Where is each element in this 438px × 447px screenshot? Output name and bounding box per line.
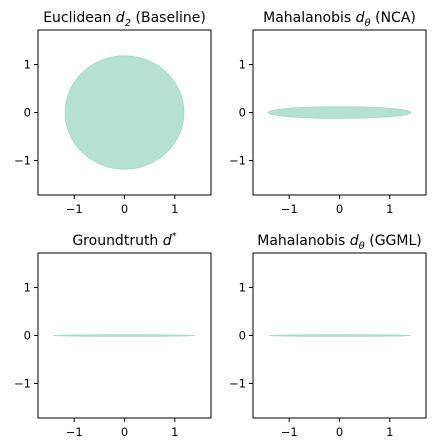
x-tick-label: 1 [386, 202, 393, 216]
y-tick-label: 1 [24, 58, 31, 72]
subplot-2: −1 0 1 −1 0 1 Mahalanobis dθ (NCA) [229, 10, 427, 216]
y-tick-label: 0 [239, 106, 246, 120]
subplot-1: −1 0 1 −1 0 1 Euclidean d2 (Baseline) [14, 10, 212, 216]
y-tick-label: 1 [239, 281, 246, 295]
x-tick-label: 1 [171, 202, 178, 216]
subplot-title: Mahalanobis dθ (NCA) [263, 10, 416, 29]
x-tick-label: 0 [121, 202, 128, 216]
subplot-4: −1 0 1 −1 0 1 Mahalanobis dθ (GGML) [229, 233, 427, 439]
x-tick-label: 1 [386, 425, 393, 439]
subplot-3: −1 0 1 −1 0 1 Groundtruth d* [14, 231, 212, 439]
x-tick-label: 0 [336, 202, 343, 216]
y-tick-label: −1 [229, 153, 246, 167]
y-tick-label: 0 [24, 106, 31, 120]
metric-ellipse [267, 334, 412, 337]
subplot-title: Euclidean d2 (Baseline) [43, 10, 206, 29]
x-tick-label: 0 [336, 425, 343, 439]
x-tick-label: 1 [171, 425, 178, 439]
y-tick-label: −1 [229, 376, 246, 390]
y-tick-label: 0 [24, 329, 31, 343]
y-tick-label: −1 [14, 153, 31, 167]
x-tick-label: −1 [66, 202, 83, 216]
y-tick-label: 1 [239, 58, 246, 72]
y-tick-label: 0 [239, 329, 246, 343]
y-tick-label: 1 [24, 281, 31, 295]
metric-ellipse [52, 334, 197, 337]
metric-ellipse [64, 55, 185, 170]
y-tick-label: −1 [14, 376, 31, 390]
x-tick-label: 0 [121, 425, 128, 439]
subplot-title: Mahalanobis dθ (GGML) [257, 233, 422, 252]
x-tick-label: −1 [281, 202, 298, 216]
subplot-title: Groundtruth d* [72, 231, 176, 249]
x-tick-label: −1 [281, 425, 298, 439]
x-tick-label: −1 [66, 425, 83, 439]
metric-ellipse [267, 106, 412, 119]
